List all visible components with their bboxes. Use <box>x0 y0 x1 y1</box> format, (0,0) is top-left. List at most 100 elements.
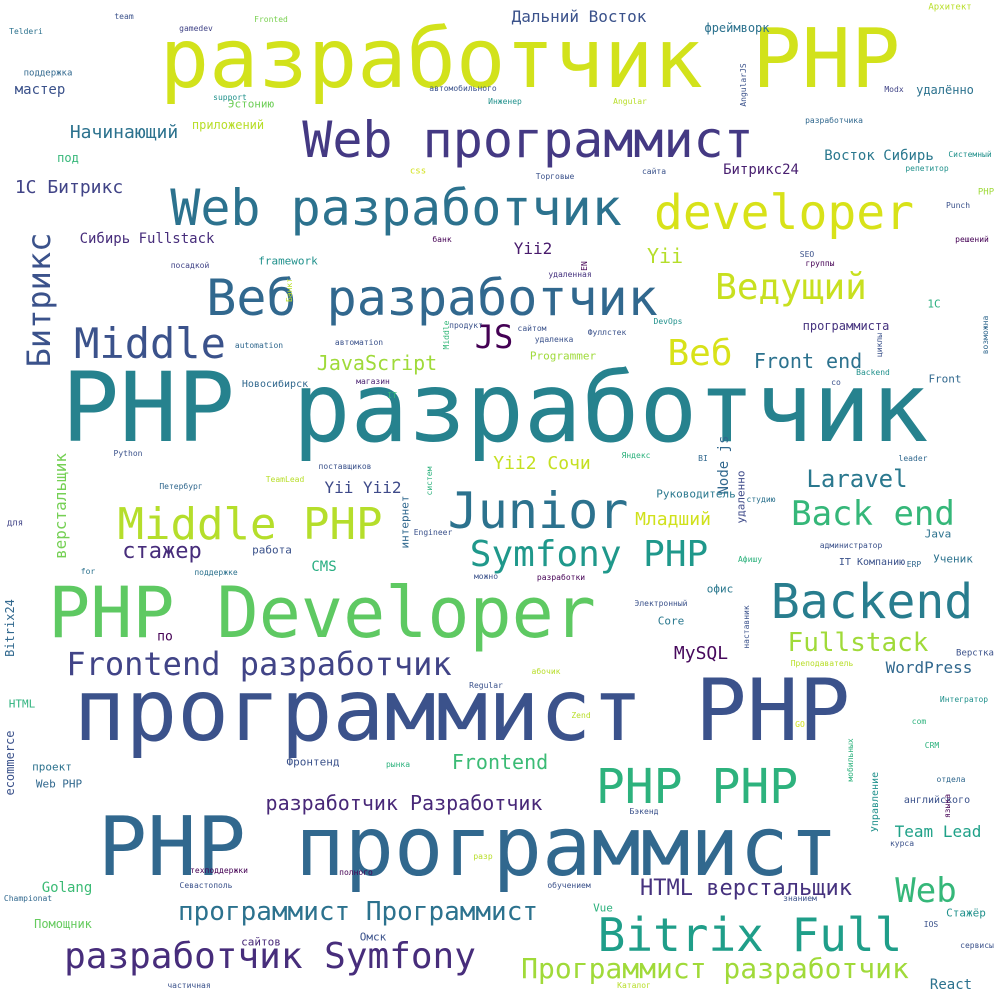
cloud-word: по <box>157 629 173 645</box>
cloud-word: поддержка <box>23 68 73 79</box>
cloud-word: сайтов <box>241 935 281 949</box>
cloud-word: automation <box>234 341 284 350</box>
cloud-word: программист Программист <box>177 897 539 927</box>
cloud-word: Преподаватель <box>790 659 854 668</box>
cloud-word: Golang <box>41 880 93 896</box>
cloud-word: HTML верстальщик <box>640 876 852 901</box>
cloud-word: Ученик <box>933 552 973 566</box>
cloud-word: team <box>114 12 134 21</box>
cloud-word: языка <box>943 793 952 819</box>
cloud-word: Backend <box>856 368 890 377</box>
cloud-word: 1С Битрикс <box>14 177 124 198</box>
cloud-word: полного <box>339 868 373 877</box>
cloud-word: Java <box>924 527 952 541</box>
cloud-word: Engineer <box>413 528 453 537</box>
cloud-word: Ведущий <box>715 267 867 308</box>
cloud-word: рынка <box>385 760 411 769</box>
cloud-word: Middle PHP <box>117 499 383 550</box>
cloud-word: репетитор <box>905 164 949 173</box>
cloud-word: MySQL <box>673 643 729 664</box>
cloud-word: Yii2 Сочи <box>493 453 591 474</box>
cloud-word: TeamLead <box>265 475 305 484</box>
cloud-word: Каталог <box>617 981 651 990</box>
cloud-word: Восток Сибирь <box>824 148 934 164</box>
cloud-word: администратор <box>819 541 883 550</box>
cloud-word: Zend <box>571 711 591 720</box>
cloud-word: Fullstack <box>787 628 929 658</box>
cloud-word: Regular <box>469 681 503 690</box>
cloud-word: удаленная <box>548 270 592 279</box>
cloud-word: офис <box>706 582 734 596</box>
cloud-word: gamedev <box>179 24 213 33</box>
cloud-word: автомобильного <box>429 84 497 93</box>
cloud-word: Системный <box>948 150 992 159</box>
cloud-word: Новосибирск <box>241 379 309 390</box>
cloud-word: автоматion <box>334 338 384 347</box>
cloud-word: PHP <box>977 187 995 198</box>
cloud-word: Web программист <box>302 111 754 169</box>
cloud-word: Младший <box>635 509 711 530</box>
cloud-word: Team Lead <box>894 822 982 841</box>
cloud-word: программиста <box>802 319 890 333</box>
cloud-word: Middle <box>74 319 226 368</box>
cloud-word: Vue <box>593 901 613 915</box>
cloud-word: Front end <box>753 349 863 373</box>
cloud-word: поставщиков <box>318 462 372 471</box>
cloud-word: удалённо <box>916 83 974 97</box>
cloud-word: Интегратор <box>939 695 989 704</box>
cloud-word: приложений <box>191 118 265 132</box>
cloud-word: Фуллстек <box>587 328 627 337</box>
cloud-word: IOS <box>923 920 939 929</box>
cloud-word: Junior <box>447 482 629 540</box>
cloud-word: стажер <box>122 539 202 564</box>
cloud-word: проект <box>32 760 72 774</box>
cloud-word: HTML <box>8 697 36 711</box>
cloud-word: удаленно <box>734 470 748 524</box>
cloud-word: AngularJS <box>739 63 748 107</box>
cloud-word: удаленка <box>534 335 574 344</box>
cloud-word: абочик <box>531 667 561 676</box>
cloud-word: Symfony PHP <box>469 534 709 575</box>
cloud-word: разработчика <box>805 116 863 125</box>
cloud-word: Front <box>928 372 962 386</box>
cloud-word: Angular <box>613 97 647 106</box>
cloud-word: framework <box>258 254 318 268</box>
cloud-word: Помощник <box>34 917 92 931</box>
cloud-word: Афишу <box>737 555 763 564</box>
cloud-word: GO <box>795 720 805 729</box>
cloud-word: Петербург <box>159 482 203 491</box>
cloud-word: Битрикс <box>20 232 58 368</box>
cloud-word: Верстка <box>956 648 994 659</box>
cloud-word: наставник <box>742 605 751 649</box>
cloud-word: Битрикс24 <box>723 162 799 178</box>
cloud-word: CMS <box>311 559 337 575</box>
cloud-word: решений <box>955 235 989 244</box>
cloud-word: Laravel <box>806 465 908 493</box>
cloud-word: Фронтенд <box>286 755 340 769</box>
cloud-word: Backend <box>770 574 974 630</box>
cloud-word: Telderi <box>9 27 43 36</box>
cloud-word: Банкт <box>285 277 294 303</box>
cloud-word: разработчик Разработчик <box>265 791 543 815</box>
cloud-word: Торговые <box>535 172 575 181</box>
cloud-word: группы <box>805 259 835 268</box>
cloud-word: сайтом <box>517 324 547 333</box>
cloud-word: leader <box>898 454 928 463</box>
cloud-word: Дальний Восток <box>511 7 647 26</box>
cloud-word: ERP <box>906 560 922 569</box>
cloud-word: Электронный <box>634 599 688 608</box>
cloud-word: Bitrix24 <box>3 599 17 657</box>
cloud-word: программист PHP <box>73 661 851 761</box>
cloud-word: разработчик PHP <box>159 12 901 107</box>
cloud-word: Руководитель <box>656 487 736 501</box>
cloud-word: SEO <box>799 250 815 259</box>
cloud-word: IT Компанию <box>838 557 906 568</box>
cloud-word: PHP Developer <box>48 572 596 654</box>
cloud-word: Yii2 <box>513 239 553 258</box>
cloud-word: сайта <box>641 167 667 176</box>
cloud-word: DevOps <box>653 317 683 326</box>
cloud-word: поддержке <box>194 568 238 577</box>
cloud-word: верстальщик <box>51 453 70 559</box>
cloud-word: PHP PHP <box>595 759 799 815</box>
cloud-word: со <box>831 378 841 387</box>
